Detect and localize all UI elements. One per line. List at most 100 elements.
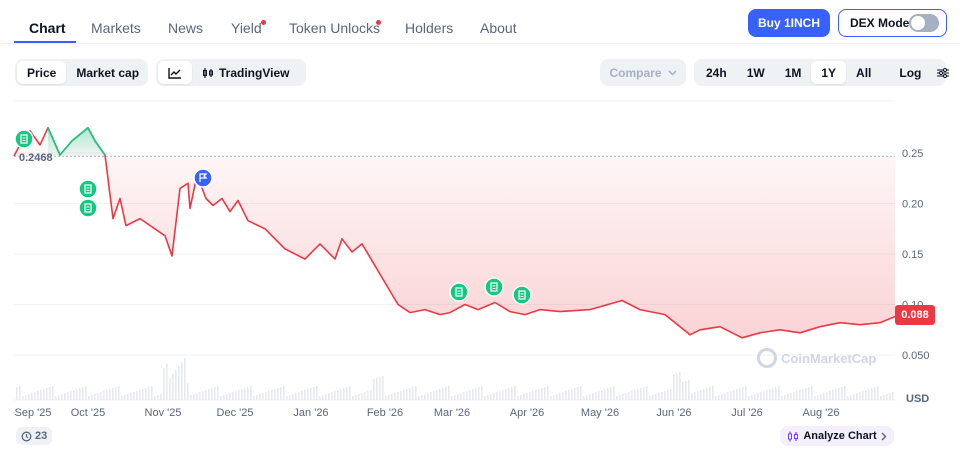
tab-token-unlocks[interactable]: Token Unlocks bbox=[289, 20, 381, 36]
range-1m[interactable]: 1M bbox=[784, 65, 802, 80]
watermark-text: CoinMarketCap bbox=[781, 350, 877, 366]
volume-bar bbox=[538, 389, 540, 400]
volume-bar bbox=[43, 389, 45, 400]
volume-bar bbox=[292, 394, 294, 400]
volume-bar bbox=[331, 392, 333, 400]
news-event-marker[interactable] bbox=[14, 129, 34, 149]
dex-mode-button[interactable]: DEX Mode bbox=[838, 9, 947, 37]
tab-news[interactable]: News bbox=[168, 20, 204, 36]
chart-type-switch: TradingView bbox=[156, 59, 306, 86]
volume-bar bbox=[145, 388, 147, 400]
flag-event-marker[interactable] bbox=[193, 168, 213, 188]
volume-bar bbox=[166, 364, 168, 400]
volume-bar bbox=[85, 386, 87, 400]
analyze-chart-button[interactable]: Analyze Chart bbox=[780, 426, 894, 446]
volume-bar bbox=[667, 390, 669, 400]
volume-bar bbox=[226, 394, 228, 400]
volume-bar bbox=[88, 396, 90, 400]
volume-bar bbox=[871, 388, 873, 400]
volume-bars bbox=[16, 358, 894, 400]
volume-bar bbox=[439, 389, 441, 400]
volume-bar bbox=[535, 390, 537, 400]
volume-bar bbox=[25, 395, 27, 400]
volume-bar bbox=[472, 389, 474, 400]
tab-yield[interactable]: Yield bbox=[231, 20, 262, 36]
volume-bar bbox=[262, 393, 264, 400]
volume-bar bbox=[397, 392, 399, 400]
line-chart-button[interactable] bbox=[158, 61, 192, 84]
below-reference-area bbox=[14, 127, 895, 338]
tradingview-button[interactable]: TradingView bbox=[192, 61, 299, 84]
top-nav: Chart Markets News Yield Token Unlocks H… bbox=[0, 0, 960, 44]
volume-bar bbox=[697, 391, 699, 400]
event-markers[interactable] bbox=[14, 129, 532, 305]
document-icon bbox=[78, 179, 98, 199]
volume-bar bbox=[634, 390, 636, 400]
volume-bar bbox=[376, 378, 378, 400]
news-event-marker[interactable] bbox=[78, 179, 98, 199]
volume-bar bbox=[73, 390, 75, 400]
volume-bar bbox=[565, 391, 567, 400]
volume-bar bbox=[616, 396, 618, 400]
range-1w[interactable]: 1W bbox=[746, 65, 765, 80]
tab-markets[interactable]: Markets bbox=[91, 20, 141, 36]
time-range-switch: 24h 1W 1M 1Y All Log bbox=[694, 59, 950, 86]
chart-settings-button[interactable] bbox=[931, 61, 955, 84]
above-reference-area bbox=[48, 127, 105, 157]
volume-bar bbox=[244, 388, 246, 400]
x-tick-label: Apr '26 bbox=[510, 407, 545, 419]
volume-bar bbox=[814, 396, 816, 400]
volume-bar bbox=[199, 392, 201, 400]
volume-bar bbox=[250, 386, 252, 400]
volume-bar bbox=[313, 387, 315, 400]
events-count-badge[interactable]: 23 bbox=[16, 427, 53, 445]
market-cap-toggle[interactable]: Market cap bbox=[76, 65, 140, 80]
volume-bar bbox=[739, 388, 741, 400]
volume-bar bbox=[133, 392, 135, 400]
news-event-marker[interactable] bbox=[512, 285, 532, 305]
news-event-marker[interactable] bbox=[78, 198, 98, 218]
volume-bar bbox=[685, 381, 687, 400]
volume-bar bbox=[508, 388, 510, 400]
volume-bar bbox=[850, 395, 852, 400]
volume-bar bbox=[865, 390, 867, 400]
news-event-marker[interactable] bbox=[449, 282, 469, 302]
news-event-marker[interactable] bbox=[484, 277, 504, 297]
volume-bar bbox=[118, 386, 120, 400]
dex-mode-toggle[interactable] bbox=[909, 14, 939, 32]
volume-bar bbox=[130, 393, 132, 400]
dex-mode-label: DEX Mode bbox=[850, 16, 910, 30]
tab-about[interactable]: About bbox=[480, 20, 517, 36]
tab-holders[interactable]: Holders bbox=[405, 20, 454, 36]
volume-bar bbox=[157, 395, 159, 400]
volume-bar bbox=[784, 395, 786, 400]
volume-bar bbox=[787, 394, 789, 400]
volume-bar bbox=[385, 396, 387, 400]
range-1y[interactable]: 1Y bbox=[811, 61, 847, 84]
volume-bar bbox=[286, 396, 288, 400]
buy-button[interactable]: Buy 1INCH bbox=[748, 9, 830, 37]
volume-bar bbox=[670, 389, 672, 400]
volume-bar bbox=[106, 390, 108, 400]
volume-bar bbox=[586, 395, 588, 400]
range-all[interactable]: All bbox=[856, 65, 872, 80]
tab-chart[interactable]: Chart bbox=[29, 20, 66, 36]
volume-bar bbox=[712, 386, 714, 400]
x-tick-label: Nov '25 bbox=[145, 407, 182, 419]
volume-bar bbox=[523, 394, 525, 400]
compare-dropdown[interactable]: Compare bbox=[600, 59, 686, 86]
price-toggle[interactable]: Price bbox=[17, 61, 67, 84]
volume-bar bbox=[67, 392, 69, 400]
volume-bar bbox=[856, 393, 858, 400]
volume-bar bbox=[613, 386, 615, 400]
volume-bar bbox=[214, 387, 216, 400]
volume-bar bbox=[457, 394, 459, 400]
volume-bar bbox=[571, 389, 573, 400]
log-scale-button[interactable]: Log bbox=[899, 65, 922, 80]
volume-bar bbox=[28, 394, 30, 400]
range-24h[interactable]: 24h bbox=[706, 65, 727, 80]
volume-bar bbox=[409, 388, 411, 400]
volume-bar bbox=[100, 392, 102, 400]
volume-bar bbox=[553, 395, 555, 400]
